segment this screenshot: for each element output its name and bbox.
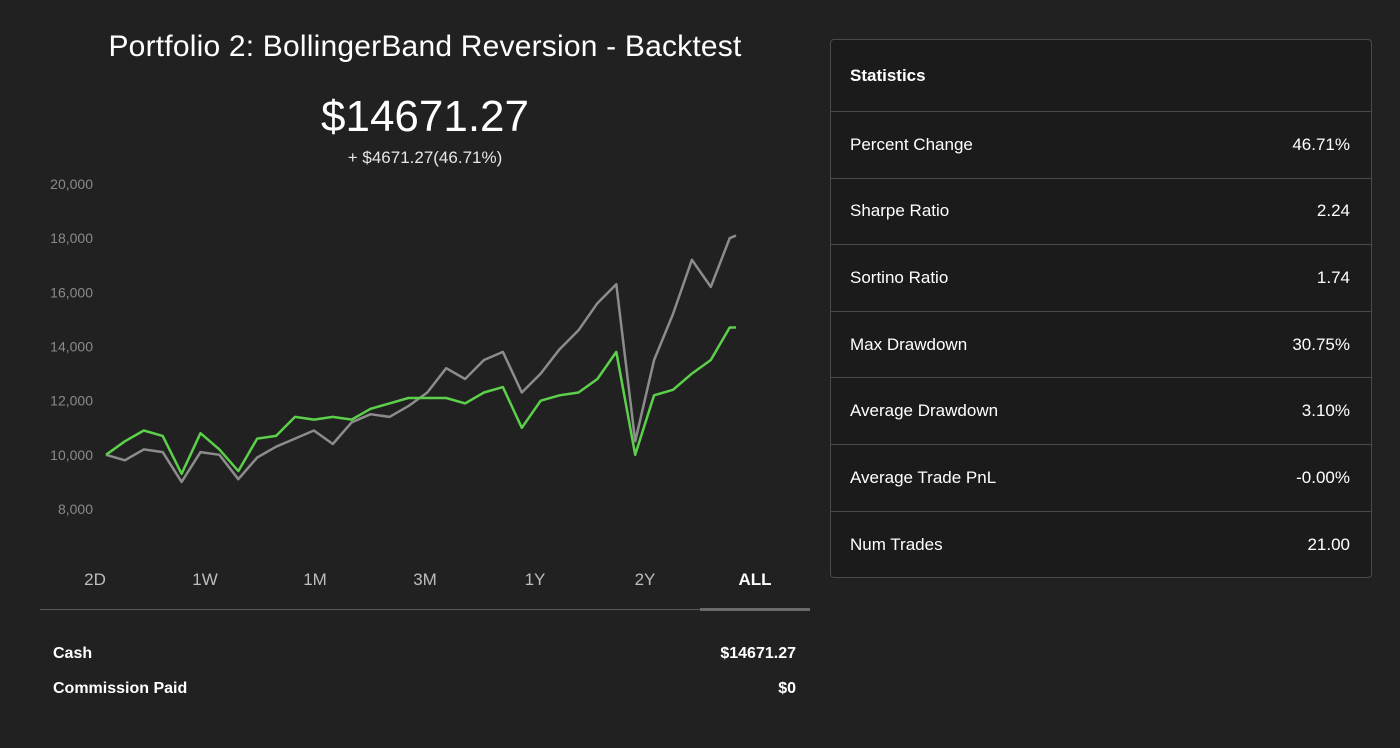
portfolio-change: + $4671.27(46.71%) — [347, 148, 503, 167]
y-tick-label: 16,000 — [50, 284, 93, 300]
stat-row-num-trades: Num Trades 21.00 — [831, 512, 1371, 579]
page-title: Portfolio 2: BollingerBand Reversion - B… — [108, 30, 742, 63]
benchmark-series-line — [105, 234, 737, 484]
stat-row-percent-change: Percent Change 46.71% — [831, 112, 1371, 179]
stat-value: 30.75% — [1292, 334, 1350, 354]
stat-row-average-trade-pnl: Average Trade PnL -0.00% — [831, 445, 1371, 512]
portfolio-series-line — [105, 326, 736, 476]
stat-label: Sharpe Ratio — [850, 201, 950, 221]
stat-row-sortino-ratio: Sortino Ratio 1.74 — [831, 245, 1371, 312]
cash-value: $14671.27 — [720, 645, 796, 662]
y-tick-label: 14,000 — [50, 339, 93, 355]
range-selector: 2D 1W 1M 3M 1Y 2Y ALL — [40, 556, 810, 611]
portfolio-chart: 20,000 18,000 16,000 14,000 12,000 10,000 8,00… — [50, 176, 737, 517]
stat-row-sharpe-ratio: Sharpe Ratio 2.24 — [831, 179, 1371, 246]
y-tick-label: 18,000 — [50, 230, 93, 246]
stat-row-max-drawdown: Max Drawdown 30.75% — [831, 312, 1371, 379]
stat-value: 21.00 — [1307, 534, 1350, 554]
range-1w[interactable]: 1W — [192, 570, 218, 589]
range-1y[interactable]: 1Y — [524, 570, 546, 589]
y-tick-label: 12,000 — [50, 393, 93, 409]
stat-label: Sortino Ratio — [850, 267, 949, 287]
commission-row: Commission Paid $0 — [53, 680, 796, 698]
cash-label: Cash — [53, 645, 93, 662]
cash-row: Cash $14671.27 — [53, 645, 796, 663]
stat-label: Average Trade PnL — [850, 467, 997, 487]
y-tick-label: 8,000 — [58, 501, 93, 517]
range-2y[interactable]: 2Y — [634, 570, 656, 589]
stat-label: Average Drawdown — [850, 401, 999, 421]
range-2d[interactable]: 2D — [84, 570, 106, 589]
stat-value: 3.10% — [1301, 401, 1350, 421]
stat-value: 46.71% — [1292, 134, 1350, 154]
stat-row-average-drawdown: Average Drawdown 3.10% — [831, 378, 1371, 445]
stat-label: Percent Change — [850, 134, 973, 154]
commission-value: $0 — [778, 680, 796, 697]
portfolio-value: $14671.27 — [321, 92, 529, 141]
stat-value: -0.00% — [1296, 467, 1350, 487]
y-tick-label: 10,000 — [50, 447, 93, 463]
stat-label: Max Drawdown — [850, 334, 968, 354]
y-tick-label: 20,000 — [50, 176, 93, 192]
stat-value: 2.24 — [1316, 201, 1350, 221]
range-1m[interactable]: 1M — [303, 570, 327, 589]
stat-label: Num Trades — [850, 534, 943, 554]
portfolio-panel: Portfolio 2: BollingerBand Reversion - B… — [40, 0, 810, 748]
statistics-panel: Statistics Percent Change 46.71% Sharpe … — [830, 39, 1372, 578]
statistics-header: Statistics — [831, 40, 1371, 112]
range-3m[interactable]: 3M — [413, 570, 437, 589]
stat-value: 1.74 — [1316, 267, 1350, 287]
range-all[interactable]: ALL — [700, 556, 810, 611]
commission-label: Commission Paid — [53, 680, 188, 697]
